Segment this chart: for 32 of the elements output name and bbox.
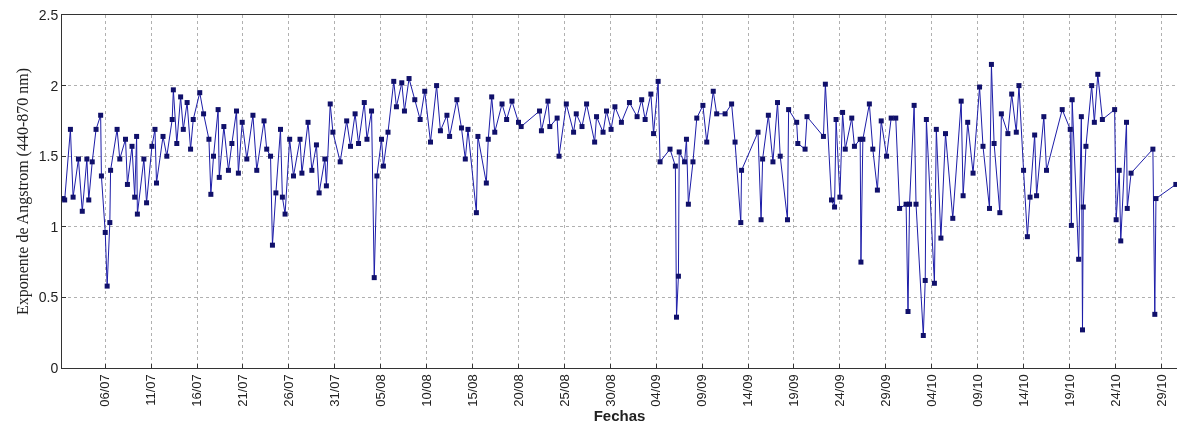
x-tick-label: 25/08 — [556, 374, 572, 407]
y-tick-label: 1.5 — [38, 148, 59, 165]
x-axis-title: Fechas — [593, 406, 646, 424]
x-tick-label: 15/08 — [464, 374, 480, 407]
x-tick-label: 14/09 — [740, 374, 756, 407]
x-tick-label: 09/09 — [694, 374, 710, 407]
x-tick-label: 11/07 — [143, 374, 159, 406]
x-tick-label: 29/10 — [1153, 374, 1169, 407]
x-tick-label: 19/09 — [786, 374, 802, 407]
x-tick-label: 21/07 — [235, 374, 251, 407]
x-tick-label: 24/09 — [832, 374, 848, 407]
x-tick-label: 24/10 — [1107, 374, 1123, 407]
x-tick-label: 04/09 — [648, 374, 664, 407]
y-tick-label: 2.5 — [38, 6, 59, 23]
x-tick-label: 06/07 — [97, 374, 113, 407]
x-tick-label: 14/10 — [1015, 374, 1031, 407]
x-tick-label: 04/10 — [923, 374, 939, 407]
x-tick-label: 30/08 — [602, 374, 618, 407]
x-tick-label: 26/07 — [281, 374, 297, 407]
x-tick-label: 16/07 — [189, 374, 205, 407]
x-tick-label: 10/08 — [418, 374, 434, 407]
y-tick-label: 0.5 — [38, 289, 59, 306]
x-tick-label: 31/07 — [327, 374, 343, 407]
y-tick-label: 0 — [50, 359, 59, 376]
x-tick-label: 29/09 — [878, 374, 894, 407]
x-tick-label: 20/08 — [510, 374, 526, 407]
x-tick-label: 19/10 — [1061, 374, 1077, 407]
y-tick-label: 2 — [50, 77, 59, 94]
y-tick-label: 1 — [50, 218, 59, 235]
y-axis-title: Exponente de Angstrom (440-870 nm) — [13, 67, 32, 316]
x-tick-label: 09/10 — [969, 374, 985, 407]
x-tick-label: 05/08 — [372, 374, 388, 407]
